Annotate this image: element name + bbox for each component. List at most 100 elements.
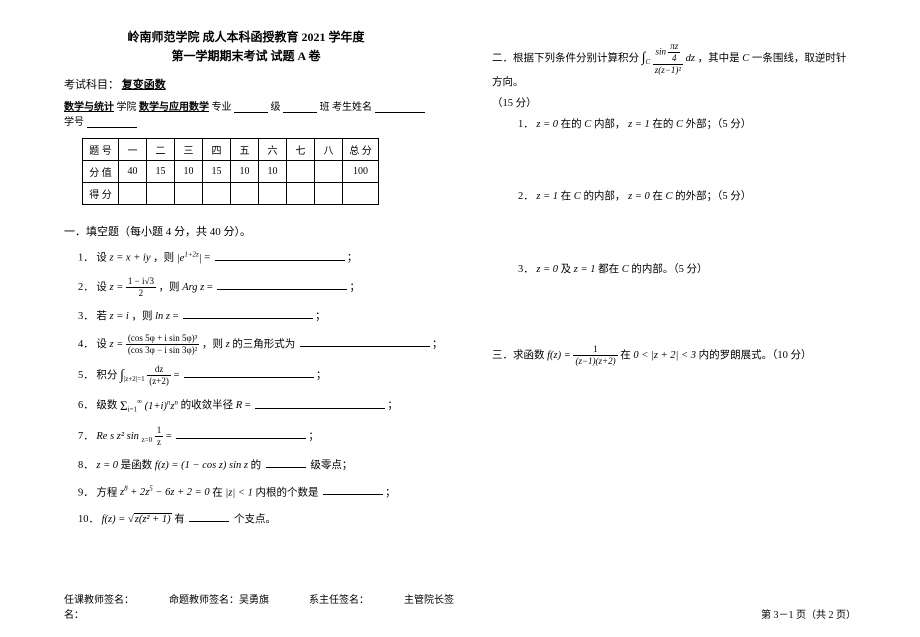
q4-var: z [226,339,230,350]
s2s1-t1: 在的 [561,119,585,130]
sec2-num: sin πz4 [653,42,683,65]
col-4: 四 [203,139,231,161]
s2s1-t3: 在的 [652,119,676,130]
s2s3-f2: z = 1 [574,264,596,275]
sec2-pts: （15 分） [492,96,856,113]
s2s2-t3: 在 [652,191,665,202]
table-row-score: 得 分 [83,183,379,205]
s2s2-t4: 的外部；（5 分） [675,191,751,202]
question-2: 2． 设 z = 1 − i√32 ，则 Arg z = ； [78,277,428,298]
q5-n: 5． [78,370,94,381]
sec2-sub: C [645,58,650,66]
s2s3-f1: z = 0 [536,264,558,275]
s2s2-f1: z = 1 [536,191,558,202]
q6-up: ∞ [137,398,142,406]
q3-eq: = [173,311,182,322]
q7-blank [176,428,306,439]
question-7: 7． Re s z² sin z=0 1z = ； [78,426,428,447]
sec2-mid: ，其中是 [698,53,743,64]
class-blank [283,101,317,113]
q9-blank [323,484,383,495]
grade-blank [234,101,268,113]
q1-pre: 设 [96,253,109,264]
header-line-2: 第一学期期末考试 试题 A 卷 [64,47,428,66]
q8-blank [266,457,306,468]
q4-frac: (cos 5φ + i sin 5φ)³(cos 3φ − i sin 3φ)² [126,334,199,355]
sec3-f: f(z) = [547,350,573,361]
s2s1-t4: 外部；（5 分） [686,119,752,130]
val-3: 10 [175,161,203,183]
q4-mid: ，则 [202,339,226,350]
s2s1-t2: 内部， [594,119,626,130]
dept-suffix: 学院 [117,102,137,113]
q1-n: 1． [78,253,94,264]
sec2-pre: 二．根据下列条件分别计算积分 [492,53,642,64]
col-5: 五 [231,139,259,161]
footer-left: 任课教师签名： 命题教师签名：吴勇旗 系主任签名： 主管院长签名： [64,591,460,621]
q4-z: z = [110,339,126,350]
q2-blank [217,279,347,290]
sec2-var: C [742,53,749,64]
s2s1-c2: C [676,119,683,130]
table-row-header: 题 号 一 二 三 四 五 六 七 八 总 分 [83,139,379,161]
col-3: 三 [175,139,203,161]
sec2-frac: sin πz4 z(z−1)² [653,42,683,75]
q6-low: i=1 [128,406,137,414]
question-10: 10． f(z) = √z(z² + 1) 有 个支点。 [78,511,428,528]
val-6: 10 [259,161,287,183]
q6-eq: = [245,401,254,412]
q4-n: 4． [78,339,94,350]
s2s3-c: C [622,264,629,275]
val-total: 100 [343,161,379,183]
s2s1-f1: z = 0 [536,119,558,130]
q7-sub: z=0 [142,436,153,444]
question-4: 4． 设 z = (cos 5φ + i sin 5φ)³(cos 3φ − i… [78,334,428,355]
q5-blank [184,367,314,378]
q2-mid: ，则 [159,282,183,293]
q2-f2: Arg z [182,282,204,293]
sec3-post: 内的罗朗展式。（10 分） [699,350,812,361]
q5-eq: = [173,370,182,381]
q1-eq: = [204,253,213,264]
sec2-dz: dz [686,53,695,64]
spacer [492,206,856,258]
q8-f1: z = 0 [96,460,118,471]
q10-mid: 有 [174,514,185,525]
s2s1-f2: z = 1 [628,119,650,130]
q10-post: 个支点。 [234,514,276,525]
q3-blank [183,308,313,319]
q3-f2: ln z [155,311,170,322]
col-7: 七 [287,139,315,161]
sec3-pre: 三．求函数 [492,350,547,361]
q9-n: 9． [78,487,94,498]
col-1: 一 [119,139,147,161]
q9-f: z8 + 2z5 − 6z + 2 = 0 [120,487,210,498]
q2-n: 2． [78,282,94,293]
q7-n: 7． [78,431,94,442]
q5-sub: |z+2|=1 [124,375,145,383]
info-row: 数学与统计 学院 数学与应用数学 专业 级 班 考生姓名 学号 [64,98,428,128]
section-1-title: 一．填空题（每小题 4 分，共 40 分）。 [64,223,428,239]
subject-value: 复变函数 [122,79,166,91]
q7-pre: Re s z² sin [96,431,139,442]
major-suffix: 专业 [212,102,232,113]
question-5: 5． 积分 ∫|z+2|=1 dz(z+2) = ； [78,365,428,386]
row-label-0: 题 号 [83,139,119,161]
class-suffix: 班 考生姓名 [320,102,373,113]
q10-blank [189,511,229,522]
q3-mid: ，则 [131,311,155,322]
name-blank [375,101,425,113]
q1-f: z = x + iy [110,253,151,264]
sec2-sub1: 1． z = 0 在的 C 内部， z = 1 在的 C 外部；（5 分） [518,117,856,134]
sum-icon: Σ [120,398,128,413]
table-row-values: 分 值 40 15 10 15 10 10 100 [83,161,379,183]
question-6: 6． 级数 Σi=1∞ (1+i)nzn 的收敛半径 R = ； [78,396,428,416]
left-column: 岭南师范学院 成人本科函授教育 2021 学年度 第一学期期末考试 试题 A 卷… [0,0,460,637]
q8-post1: 的 [251,460,262,471]
q2-pre: 设 [96,282,109,293]
sec3-cond: 0 < |z + 2| < 3 [633,350,696,361]
grade-suffix: 级 [271,102,281,113]
q5-pre: 积分 [96,370,120,381]
q1-mid: ，则 [153,253,177,264]
q6-mid: 的收敛半径 [181,401,236,412]
